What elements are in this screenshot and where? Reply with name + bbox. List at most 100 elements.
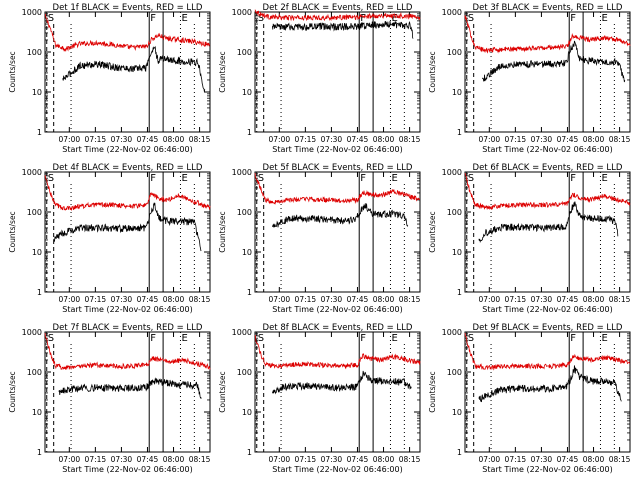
- x-tick-label: 08:15: [609, 455, 631, 464]
- y-tick-label: 100: [27, 208, 42, 217]
- plot-frame: [464, 11, 631, 133]
- x-tick-label: 08:15: [189, 295, 211, 304]
- lld-series: [464, 15, 631, 54]
- events-series: [478, 365, 622, 403]
- panel-title: Det 4f BLACK = Events, RED = LLD: [53, 163, 203, 173]
- lld-series: [254, 9, 421, 22]
- lld-series: [44, 333, 211, 371]
- x-tick-label: 07:45: [557, 295, 579, 304]
- x-tick-label: 07:00: [479, 135, 501, 144]
- x-tick-label: 07:30: [111, 135, 133, 144]
- y-tick-label: 100: [447, 48, 462, 57]
- x-axis-label: Start Time (22-Nov-02 06:46:00): [62, 145, 192, 154]
- marker-label-e: E: [601, 333, 607, 344]
- y-tick-label: 1000: [232, 168, 252, 177]
- x-tick-label: 07:45: [557, 135, 579, 144]
- x-tick-label: 08:00: [163, 135, 185, 144]
- x-tick-label: 08:00: [583, 455, 605, 464]
- x-tick-label: 07:15: [85, 455, 107, 464]
- events-series: [271, 203, 409, 228]
- x-tick-label: 07:45: [137, 295, 159, 304]
- lld-series: [44, 13, 211, 52]
- panel-1: Det 1f BLACK = Events, RED = LLD 1 10 100 10…: [8, 3, 211, 154]
- marker-label-e: E: [181, 173, 187, 184]
- x-axis-label: Start Time (22-Nov-02 06:46:00): [272, 465, 402, 474]
- y-tick-label: 1000: [232, 328, 252, 337]
- x-tick-label: 08:00: [163, 455, 185, 464]
- marker-label-s: S: [48, 13, 54, 24]
- y-tick-label: 1000: [22, 168, 42, 177]
- plot-frame: [254, 171, 421, 293]
- y-axis-label: Counts/sec: [428, 371, 437, 412]
- panel-3: Det 3f BLACK = Events, RED = LLD 1 10 100 10…: [428, 3, 631, 154]
- marker-label-f: F: [360, 13, 366, 24]
- x-tick-label: 07:15: [505, 455, 527, 464]
- x-tick-label: 08:00: [583, 295, 605, 304]
- y-axis-label: Counts/sec: [218, 371, 227, 412]
- marker-label-f: F: [570, 13, 576, 24]
- marker-label-f: F: [360, 173, 366, 184]
- marker-label-f: F: [150, 173, 156, 184]
- x-tick-label: 07:45: [347, 295, 369, 304]
- events-series: [478, 201, 619, 243]
- x-tick-label: 08:00: [373, 295, 395, 304]
- y-tick-label: 10: [452, 248, 462, 257]
- marker-label-s: S: [468, 173, 474, 184]
- x-tick-label: 08:15: [399, 295, 421, 304]
- marker-label-e: E: [391, 333, 397, 344]
- y-axis-label: Counts/sec: [428, 211, 437, 252]
- lld-series: [44, 175, 211, 211]
- panel-title: Det 8f BLACK = Events, RED = LLD: [263, 323, 413, 333]
- y-axis-label: Counts/sec: [8, 51, 17, 92]
- marker-label-e: E: [391, 13, 397, 24]
- plot-frame: [44, 331, 211, 453]
- x-tick-label: 07:30: [531, 295, 553, 304]
- events-series: [53, 202, 202, 252]
- x-tick-label: 07:15: [295, 135, 317, 144]
- x-tick-label: 08:15: [609, 295, 631, 304]
- panel-5: Det 5f BLACK = Events, RED = LLD 1 10 100 10…: [218, 163, 421, 314]
- x-tick-label: 07:15: [505, 295, 527, 304]
- plot-frame: [44, 171, 211, 293]
- y-tick-label: 100: [237, 208, 252, 217]
- lld-series: [464, 172, 631, 211]
- y-tick-label: 1000: [22, 328, 42, 337]
- x-tick-label: 08:15: [399, 455, 421, 464]
- y-tick-label: 1: [37, 288, 42, 297]
- y-tick-label: 1: [457, 448, 462, 457]
- x-tick-label: 07:00: [269, 135, 291, 144]
- marker-label-e: E: [181, 13, 187, 24]
- y-axis-label: Counts/sec: [8, 211, 17, 252]
- x-tick-label: 07:45: [557, 455, 579, 464]
- y-tick-label: 1: [247, 288, 252, 297]
- x-tick-label: 07:15: [85, 135, 107, 144]
- x-tick-label: 07:00: [59, 135, 81, 144]
- marker-label-f: F: [570, 173, 576, 184]
- marker-label-f: F: [360, 333, 366, 344]
- y-tick-label: 10: [242, 248, 252, 257]
- y-tick-label: 1000: [232, 8, 252, 17]
- marker-label-s: S: [258, 13, 264, 24]
- x-tick-label: 07:30: [531, 455, 553, 464]
- y-tick-label: 1: [457, 288, 462, 297]
- marker-label-f: F: [570, 333, 576, 344]
- events-series: [271, 20, 414, 39]
- x-tick-label: 08:00: [373, 135, 395, 144]
- y-tick-label: 1000: [22, 8, 42, 17]
- y-tick-label: 100: [237, 368, 252, 377]
- marker-label-f: F: [150, 13, 156, 24]
- panel-7: Det 7f BLACK = Events, RED = LLD 1 10 100 10…: [8, 323, 211, 474]
- marker-label-s: S: [48, 333, 54, 344]
- x-tick-label: 07:00: [479, 455, 501, 464]
- y-tick-label: 100: [27, 368, 42, 377]
- y-tick-label: 100: [447, 368, 462, 377]
- x-tick-label: 07:30: [531, 135, 553, 144]
- x-tick-label: 07:30: [111, 295, 133, 304]
- panel-4: Det 4f BLACK = Events, RED = LLD 1 10 100 10…: [8, 163, 211, 314]
- x-tick-label: 07:30: [111, 455, 133, 464]
- x-tick-label: 07:00: [269, 455, 291, 464]
- y-axis-label: Counts/sec: [218, 211, 227, 252]
- x-tick-label: 07:30: [321, 135, 343, 144]
- y-tick-label: 1: [247, 128, 252, 137]
